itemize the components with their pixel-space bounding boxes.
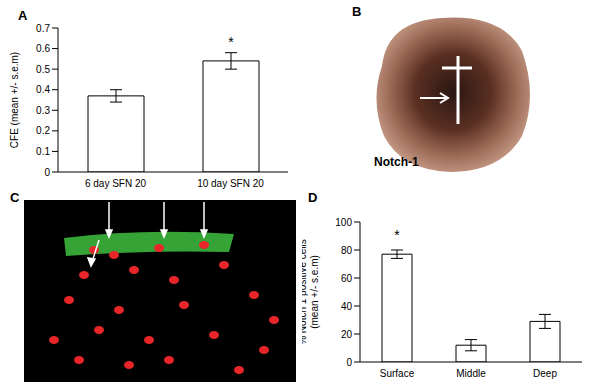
svg-text:6 day SFN 20: 6 day SFN 20	[85, 178, 147, 189]
svg-text:20: 20	[341, 329, 353, 340]
svg-text:60: 60	[341, 273, 353, 284]
svg-text:0.2: 0.2	[36, 125, 50, 136]
svg-text:0.5: 0.5	[36, 64, 50, 75]
svg-text:Deep: Deep	[533, 368, 557, 379]
html-text:D: D	[308, 190, 318, 205]
svg-text:0: 0	[346, 357, 352, 368]
svg-text:10 day SFN 20: 10 day SFN 20	[197, 178, 264, 189]
svg-text:0.4: 0.4	[36, 84, 50, 95]
svg-text:*: *	[228, 34, 234, 50]
html-text:B: B	[352, 4, 362, 19]
svg-text:% Notch 1 positive cells(mean: % Notch 1 positive cells(mean +/- s.e.m)	[302, 239, 320, 345]
svg-text:0.3: 0.3	[36, 105, 50, 116]
svg-text:Middle: Middle	[456, 368, 486, 379]
svg-text:40: 40	[341, 301, 353, 312]
svg-text:*: *	[394, 227, 400, 243]
svg-text:Surface: Surface	[380, 368, 415, 379]
svg-text:100: 100	[335, 217, 352, 228]
svg-text:80: 80	[341, 245, 353, 256]
svg-text:CFE (mean +/- s.e.m): CFE (mean +/- s.e.m)	[9, 52, 20, 148]
html-text:A: A	[18, 8, 28, 23]
svg-text:Notch-1: Notch-1	[374, 155, 419, 169]
svg-text:0.1: 0.1	[36, 146, 50, 157]
html-text:C: C	[10, 190, 20, 205]
svg-text:0.6: 0.6	[36, 43, 50, 54]
svg-text:0: 0	[44, 167, 50, 178]
svg-text:0.7: 0.7	[36, 23, 50, 34]
